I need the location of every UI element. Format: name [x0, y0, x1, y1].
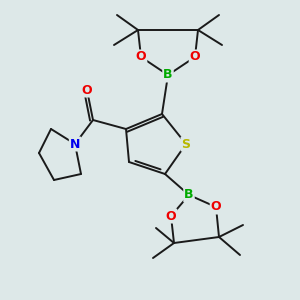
Text: S: S	[182, 137, 190, 151]
Text: N: N	[70, 137, 80, 151]
Text: O: O	[136, 50, 146, 64]
Text: O: O	[82, 83, 92, 97]
Text: O: O	[166, 209, 176, 223]
Text: B: B	[163, 68, 173, 82]
Text: O: O	[211, 200, 221, 214]
Text: B: B	[184, 188, 194, 202]
Text: O: O	[190, 50, 200, 64]
